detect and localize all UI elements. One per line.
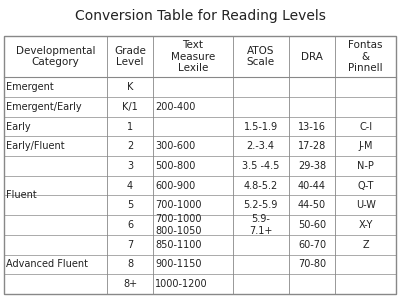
Text: Fontas
&
Pinnell: Fontas & Pinnell [348,40,383,73]
Text: Emergent: Emergent [6,82,54,92]
Text: 3: 3 [127,161,133,171]
Text: 700-1000
800-1050: 700-1000 800-1050 [155,214,202,236]
Text: Fluent: Fluent [6,190,37,200]
Text: 4: 4 [127,181,133,190]
Text: Early/Fluent: Early/Fluent [6,141,65,151]
Text: Q-T: Q-T [358,181,374,190]
Text: K/1: K/1 [122,102,138,112]
Text: 900-1150: 900-1150 [155,260,202,269]
Text: 7: 7 [127,240,133,250]
Text: 17-28: 17-28 [298,141,326,151]
Text: 60-70: 60-70 [298,240,326,250]
Text: 40-44: 40-44 [298,181,326,190]
Text: Early: Early [6,122,31,131]
Text: 2.-3.4: 2.-3.4 [247,141,275,151]
Text: Grade
Level: Grade Level [114,46,146,68]
Text: 5: 5 [127,200,133,210]
Text: Text
Measure
Lexile: Text Measure Lexile [171,40,215,73]
Text: 300-600: 300-600 [155,141,196,151]
Text: Emergent/Early: Emergent/Early [6,102,82,112]
Text: 600-900: 600-900 [155,181,196,190]
Text: Z: Z [362,240,369,250]
Text: Developmental
Category: Developmental Category [16,46,95,68]
Text: 13-16: 13-16 [298,122,326,131]
Text: 200-400: 200-400 [155,102,196,112]
Text: ATOS
Scale: ATOS Scale [247,46,275,68]
Text: 5.2-5.9: 5.2-5.9 [244,200,278,210]
Text: K: K [127,82,133,92]
Text: 6: 6 [127,220,133,230]
Text: 4.8-5.2: 4.8-5.2 [244,181,278,190]
Text: DRA: DRA [301,52,323,61]
Text: 5.9-
7.1+: 5.9- 7.1+ [249,214,272,236]
Text: 500-800: 500-800 [155,161,196,171]
Text: 2: 2 [127,141,133,151]
Text: U-W: U-W [356,200,376,210]
Text: J-M: J-M [358,141,373,151]
Text: 1.5-1.9: 1.5-1.9 [244,122,278,131]
Text: Advanced Fluent: Advanced Fluent [6,260,88,269]
Text: 700-1000: 700-1000 [155,200,202,210]
Text: 1: 1 [127,122,133,131]
Text: 50-60: 50-60 [298,220,326,230]
Text: C-I: C-I [359,122,372,131]
Text: X-Y: X-Y [358,220,373,230]
Text: 70-80: 70-80 [298,260,326,269]
Text: 44-50: 44-50 [298,200,326,210]
Text: 8: 8 [127,260,133,269]
Text: 29-38: 29-38 [298,161,326,171]
Text: 1000-1200: 1000-1200 [155,279,208,289]
Text: 850-1100: 850-1100 [155,240,202,250]
Text: N-P: N-P [357,161,374,171]
Text: 3.5 -4.5: 3.5 -4.5 [242,161,279,171]
Text: 8+: 8+ [123,279,137,289]
Text: Conversion Table for Reading Levels: Conversion Table for Reading Levels [74,9,326,23]
